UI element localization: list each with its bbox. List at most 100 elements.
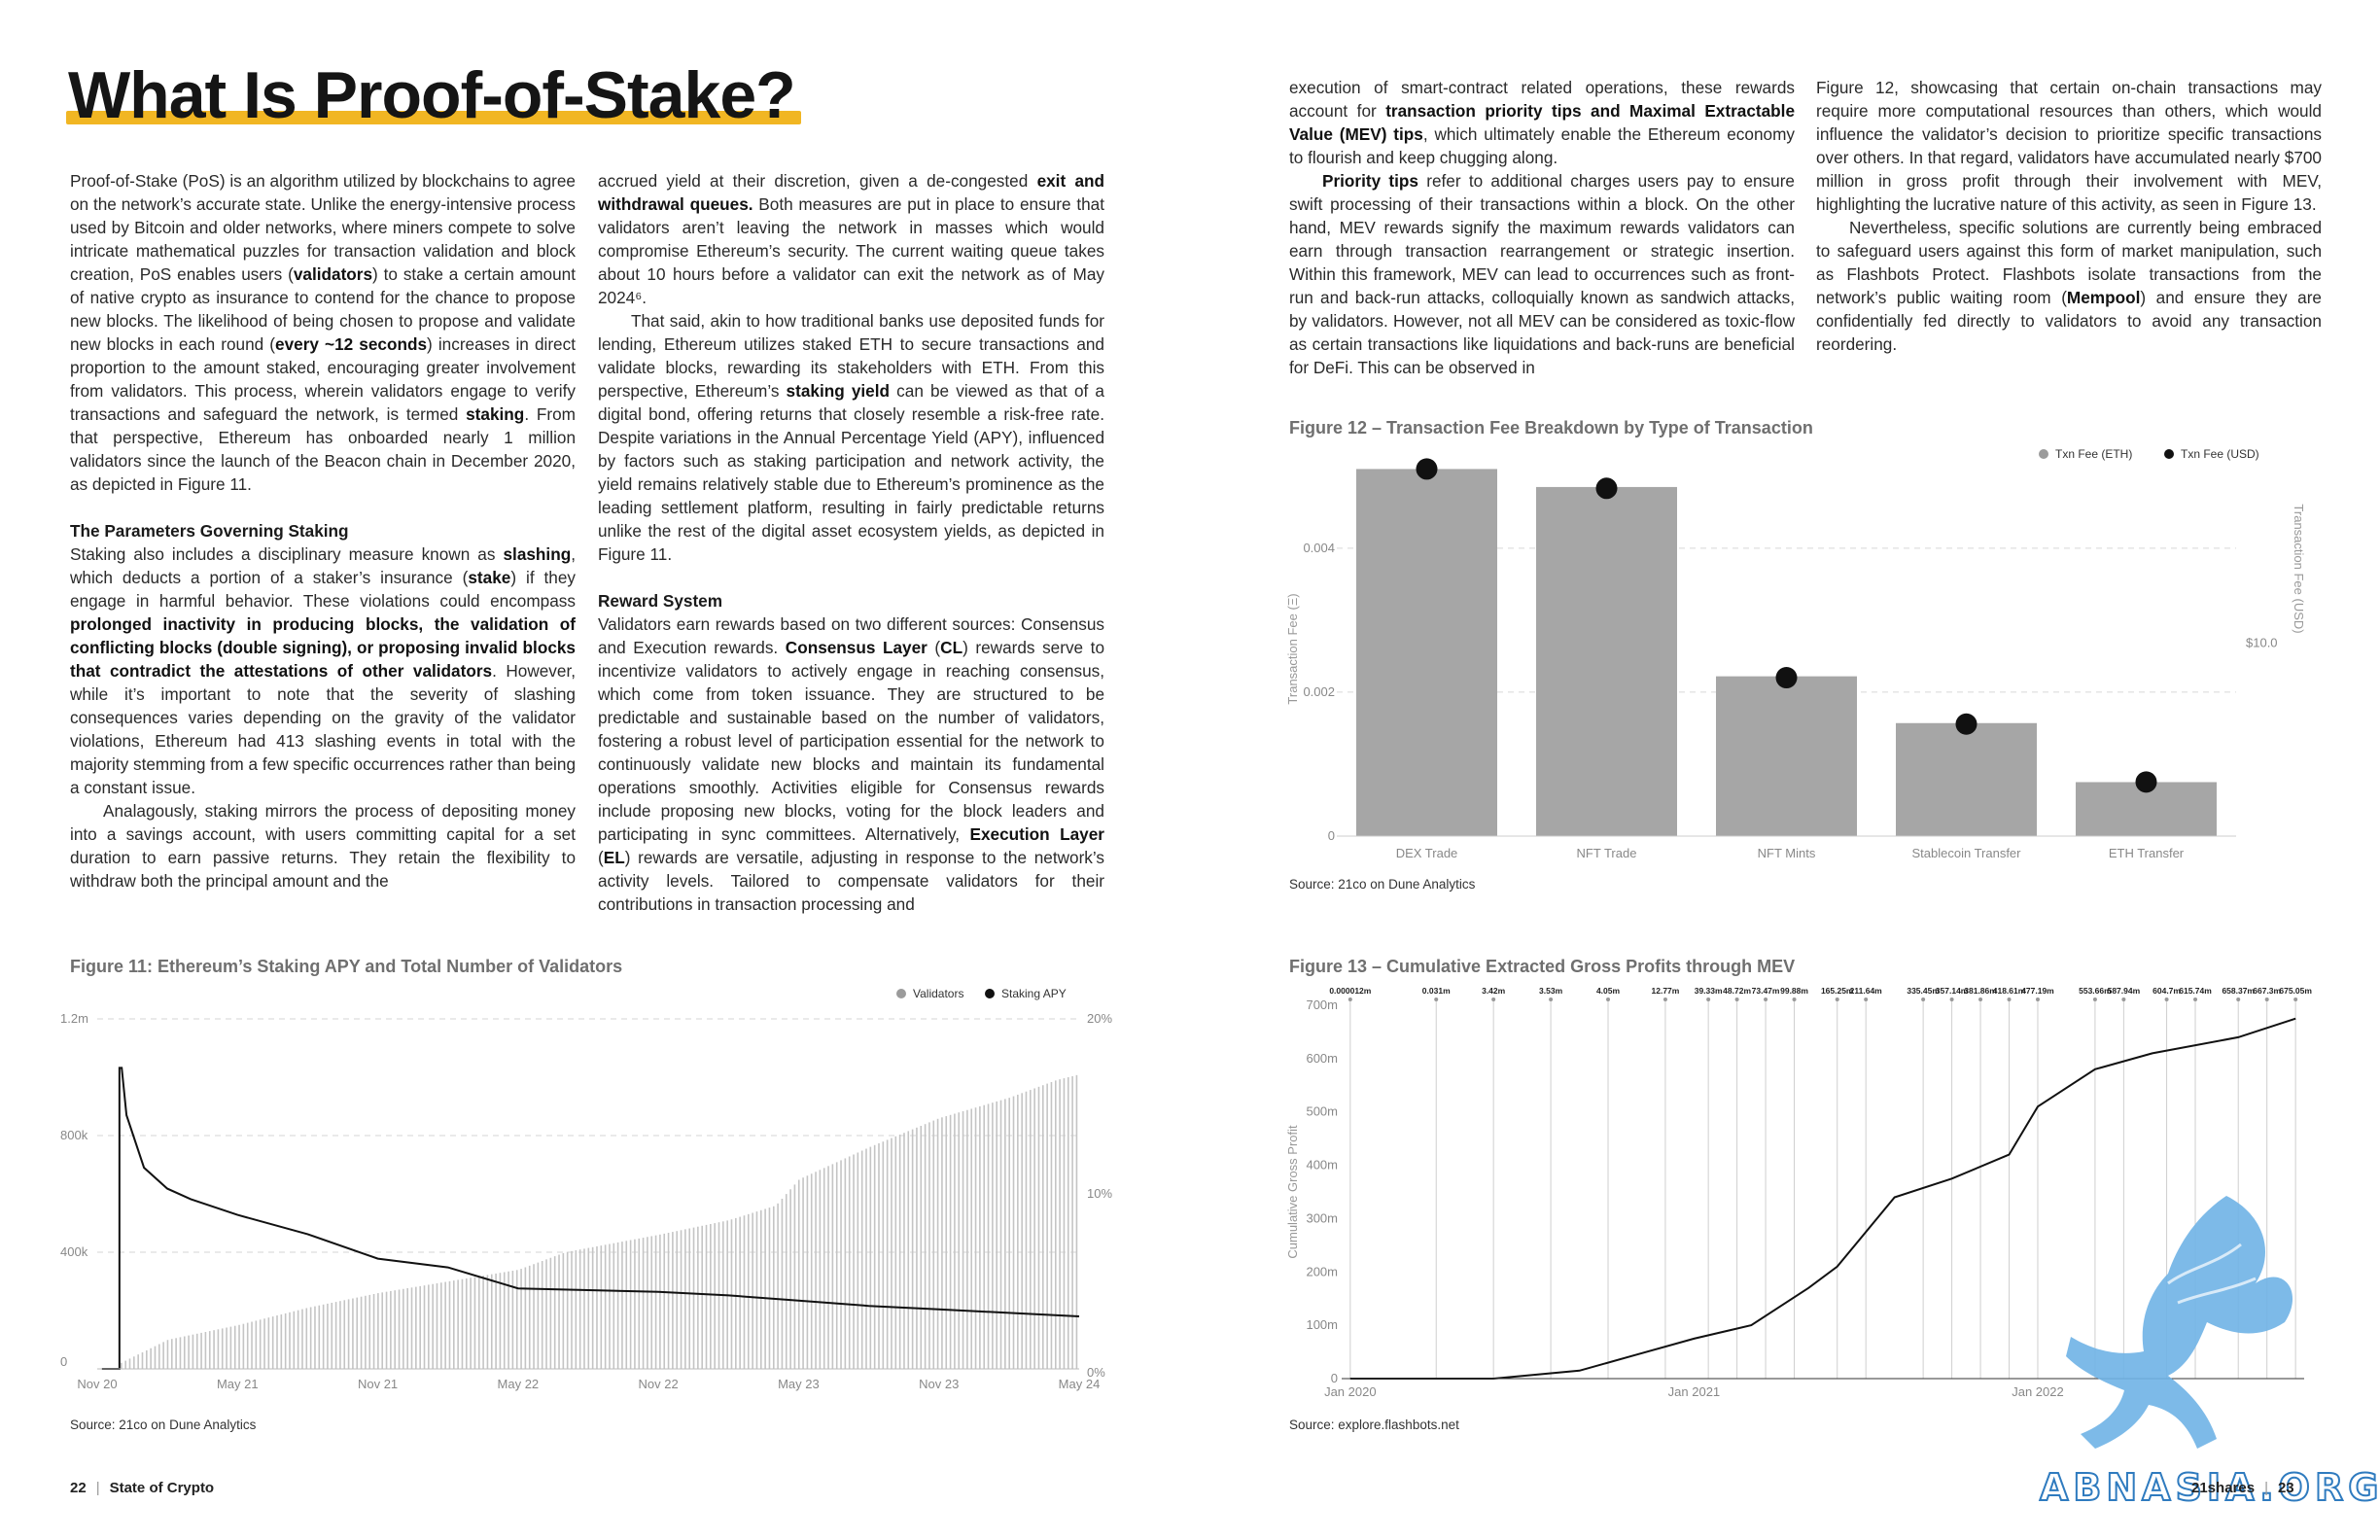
validators-bar	[309, 1307, 312, 1369]
y-left-tick-label: 0	[60, 1354, 67, 1369]
annotation-dot	[2121, 998, 2126, 1001]
validators-bar	[777, 1203, 779, 1369]
x-tick-label: May 22	[498, 1377, 540, 1391]
validators-bar	[461, 1278, 464, 1369]
validators-bar	[280, 1313, 283, 1369]
fee-usd-point	[1595, 477, 1618, 500]
figure-13-chart: 0 100m 200m 300m 400m 500m 600m 700m Cumulative …	[1285, 986, 2312, 1399]
figure-12-chart: 0 0.002 0.004 $10.0 Transaction Fee (Ξ) Trans…	[1285, 447, 2306, 860]
validators-bar	[385, 1291, 388, 1369]
validators-bar	[226, 1327, 228, 1369]
bold-text-run: EL	[603, 848, 625, 867]
col4-paragraph-2: Nevertheless, specific solutions are cur…	[1816, 216, 2322, 356]
x-tick-label: May 23	[778, 1377, 820, 1391]
validators-bar	[259, 1319, 262, 1369]
griffin-logo	[2066, 1196, 2293, 1449]
col1-heading: The Parameters Governing Staking	[70, 521, 349, 541]
validators-bar	[365, 1295, 367, 1369]
validators-bar	[848, 1156, 851, 1369]
annotation-dot	[1978, 998, 1983, 1001]
validators-bar	[558, 1254, 560, 1369]
validators-bar	[680, 1230, 682, 1369]
annotation-dot	[1734, 998, 1739, 1001]
text-run: , which ultimately enable the Ethereum e…	[1289, 124, 1795, 167]
validators-bar	[137, 1354, 139, 1369]
annotation-dot	[2092, 998, 2097, 1001]
validators-bar	[752, 1212, 753, 1369]
validators-bar	[356, 1297, 359, 1369]
annotation-dot	[1949, 998, 1954, 1001]
validators-bar	[882, 1141, 885, 1369]
validators-bar	[1067, 1077, 1069, 1369]
validators-bar	[802, 1177, 804, 1369]
y-tick-label: 600m	[1306, 1051, 1338, 1066]
validators-bar	[692, 1227, 695, 1369]
validators-bar	[954, 1113, 956, 1369]
validators-bar	[192, 1334, 194, 1369]
validators-bar	[672, 1232, 674, 1369]
validators-bar	[735, 1217, 737, 1369]
annotation-label: 0.031m	[1422, 986, 1451, 996]
annotation-label: 335.45m	[1907, 986, 1940, 996]
validators-bar	[347, 1299, 350, 1369]
validators-bar	[175, 1338, 177, 1369]
text-run: can be viewed as that of a digital bond,…	[598, 381, 1104, 564]
validators-bar	[596, 1245, 598, 1369]
validators-bar	[810, 1173, 813, 1369]
y-right-tick-label: 0%	[1087, 1365, 1105, 1380]
fee-usd-point	[1416, 458, 1438, 480]
text-run: (	[927, 638, 941, 657]
x-tick-label: Jan 2021	[1668, 1384, 1721, 1399]
validators-bar	[520, 1269, 522, 1369]
text-run: ) rewards are versatile, adjusting in re…	[598, 848, 1104, 914]
validators-bar	[263, 1318, 265, 1369]
annotation-label: 553.66m	[2079, 986, 2112, 996]
y-left-tick-label: 800k	[60, 1128, 88, 1142]
validators-bar	[246, 1322, 249, 1369]
validators-bar	[844, 1158, 847, 1369]
category-label: NFT Mints	[1758, 846, 1816, 860]
validators-bar	[301, 1309, 303, 1369]
validators-bar	[748, 1213, 750, 1369]
validators-bar	[444, 1281, 446, 1369]
bold-text-run: Execution Layer	[969, 824, 1104, 844]
validators-bar	[562, 1252, 565, 1369]
validators-bar	[768, 1208, 771, 1369]
validators-bar	[398, 1289, 401, 1369]
validators-bar	[650, 1236, 653, 1369]
figure-11-source: Source: 21co on Dune Analytics	[70, 1418, 257, 1432]
validators-bar	[612, 1242, 615, 1369]
y-tick-label: 700m	[1306, 998, 1338, 1012]
validators-bar	[179, 1337, 182, 1369]
bold-text-run: exit and withdrawal queues.	[598, 171, 1105, 214]
validators-bar	[402, 1288, 404, 1369]
validators-bar	[204, 1332, 207, 1369]
footer-right: 21shares | 23	[2191, 1480, 2294, 1496]
validators-bar	[772, 1206, 775, 1369]
annotation-dot	[2264, 998, 2269, 1001]
validators-bar	[428, 1284, 430, 1369]
figure-12-title: Figure 12 – Transaction Fee Breakdown by…	[1289, 418, 1813, 438]
validators-bar	[457, 1279, 459, 1369]
fee-eth-bar	[1536, 486, 1677, 836]
validators-bar	[146, 1349, 148, 1369]
validators-bar	[314, 1306, 316, 1369]
page-title: What Is Proof-of-Stake?	[68, 58, 796, 132]
validators-bar	[911, 1129, 914, 1369]
validators-bar	[415, 1286, 417, 1369]
annotation-label: 211.64m	[1850, 986, 1883, 996]
validators-bar	[621, 1242, 623, 1369]
validators-bar	[886, 1139, 889, 1369]
validators-bar	[697, 1226, 699, 1369]
validators-bar	[360, 1296, 363, 1369]
validators-bar	[251, 1321, 253, 1369]
validators-bar	[289, 1312, 291, 1369]
x-tick-label: Jan 2020	[1324, 1384, 1377, 1399]
validators-bar	[979, 1105, 981, 1369]
text-column-4: Figure 12, showcasing that certain on-ch…	[1816, 76, 2322, 356]
validators-bar	[591, 1246, 594, 1369]
validators-bar	[133, 1356, 135, 1369]
annotation-dot	[1764, 998, 1768, 1001]
x-tick-label: Nov 21	[358, 1377, 398, 1391]
validators-bar	[936, 1118, 939, 1369]
